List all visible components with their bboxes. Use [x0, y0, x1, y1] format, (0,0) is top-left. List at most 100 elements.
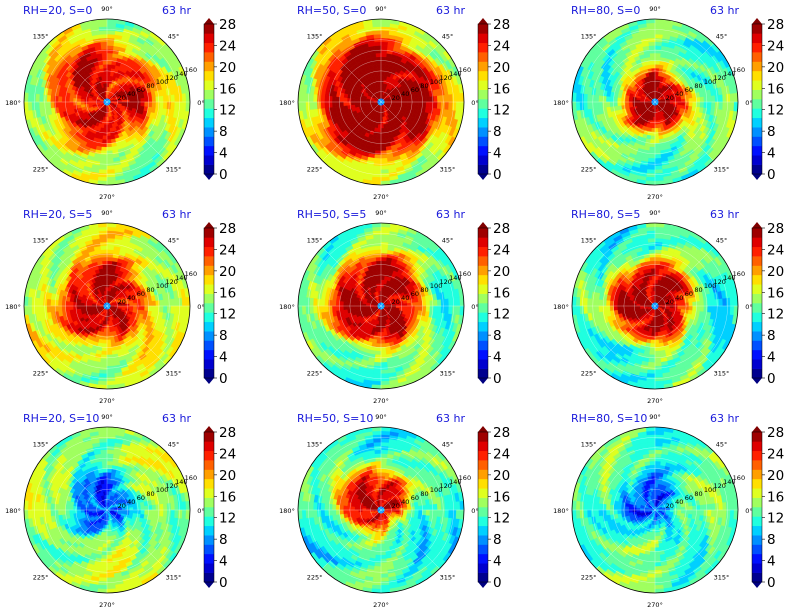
contour-cell — [144, 301, 149, 307]
colorbar-tick-label: 24 — [767, 38, 784, 54]
contour-cell — [69, 305, 74, 311]
angular-gridline — [106, 101, 166, 161]
colorbar-segment — [478, 164, 488, 175]
contour-cell — [422, 96, 427, 103]
colorbar-segment — [478, 89, 488, 100]
contour-cell — [309, 93, 314, 103]
contour-cell — [379, 113, 382, 118]
contour-cell — [605, 101, 611, 108]
contour-cell — [654, 56, 661, 61]
contour-cell — [27, 101, 33, 112]
contour-cell — [155, 101, 161, 109]
contour-cell — [46, 101, 51, 109]
contour-cell — [586, 94, 592, 103]
contour-cell — [684, 97, 690, 103]
contour-cell — [101, 260, 108, 265]
contour-cell — [118, 101, 123, 104]
radial-tick-label: 20 — [392, 94, 400, 102]
contour-cell — [106, 290, 109, 295]
contour-cell — [106, 260, 113, 265]
contour-cell — [102, 139, 108, 144]
contour-cell — [583, 93, 588, 103]
contour-cell — [136, 301, 142, 307]
contour-cell — [646, 173, 656, 178]
radial-tick-label: 100 — [156, 78, 168, 86]
contour-cell — [346, 101, 352, 107]
angle-tick-label: 45° — [716, 33, 728, 41]
contour-cell — [65, 101, 70, 107]
contour-cell — [87, 303, 93, 307]
contour-cell — [46, 95, 51, 103]
contour-cell — [327, 95, 333, 103]
contour-cell — [53, 299, 59, 307]
contour-cell — [718, 101, 724, 110]
contour-cell — [106, 275, 111, 280]
colorbar-segment — [752, 145, 762, 156]
contour-cell — [729, 101, 735, 112]
contour-cell — [654, 30, 664, 35]
contour-cell — [106, 158, 114, 163]
contour-cell — [118, 305, 123, 308]
colorbar-tick-label: 24 — [493, 38, 510, 54]
contour-cell — [106, 143, 113, 148]
angle-tick-label: 270° — [373, 193, 389, 201]
contour-cell — [648, 158, 656, 163]
colorbar-segment — [752, 155, 762, 165]
contour-cell — [106, 234, 116, 239]
contour-cell — [376, 64, 382, 69]
contour-cell — [613, 97, 618, 103]
contour-cell — [102, 343, 108, 348]
contour-cell — [380, 135, 386, 140]
angle-tick-label: 180° — [279, 99, 295, 107]
angle-tick-label: 225° — [33, 165, 49, 173]
contour-cell — [140, 305, 145, 311]
radial-tick-label: 120 — [166, 74, 178, 82]
contour-cell — [106, 335, 112, 341]
contour-cell — [97, 176, 108, 182]
panel-time: 63 hr — [436, 4, 465, 17]
contour-cell — [707, 95, 712, 103]
contour-cell — [312, 101, 318, 110]
contour-cell — [688, 97, 693, 103]
contour-cell — [425, 96, 431, 103]
contour-cell — [100, 45, 108, 50]
colorbar-tick-label: 4 — [493, 146, 502, 162]
contour-cell — [677, 101, 682, 106]
contour-cell — [35, 93, 40, 103]
contour-cell — [102, 60, 108, 65]
contour-cell — [140, 301, 145, 307]
contour-cell — [654, 169, 664, 174]
colorbar-tick-label: 8 — [493, 124, 502, 140]
contour-cell — [106, 86, 109, 91]
contour-cell — [598, 95, 603, 103]
contour-cell — [649, 52, 656, 58]
colorbar-tick-label: 4 — [219, 146, 228, 162]
contour-cell — [646, 169, 656, 174]
contour-cell — [72, 101, 78, 107]
contour-cell — [106, 22, 117, 28]
contour-cell — [102, 135, 108, 140]
contour-cell — [649, 143, 656, 148]
contour-cell — [57, 101, 63, 108]
contour-cell — [437, 95, 442, 103]
contour-cell — [98, 234, 108, 239]
colorbar-segment — [478, 99, 488, 109]
contour-cell — [601, 101, 607, 109]
contour-cell — [583, 101, 588, 111]
colorbar-segment — [752, 127, 762, 137]
contour-cell — [104, 320, 108, 326]
contour-cell — [103, 328, 108, 333]
contour-cell — [650, 131, 656, 137]
contour-cell — [61, 96, 66, 103]
colorbar-segment — [204, 70, 214, 81]
contour-cell — [635, 99, 641, 103]
contour-cell — [170, 298, 176, 307]
contour-cell — [376, 139, 382, 144]
contour-cell — [148, 96, 153, 103]
contour-cell — [24, 92, 29, 103]
contour-cell — [61, 300, 66, 307]
contour-cell — [601, 95, 607, 103]
contour-cell — [106, 82, 110, 88]
angle-tick-label: 225° — [581, 165, 597, 173]
